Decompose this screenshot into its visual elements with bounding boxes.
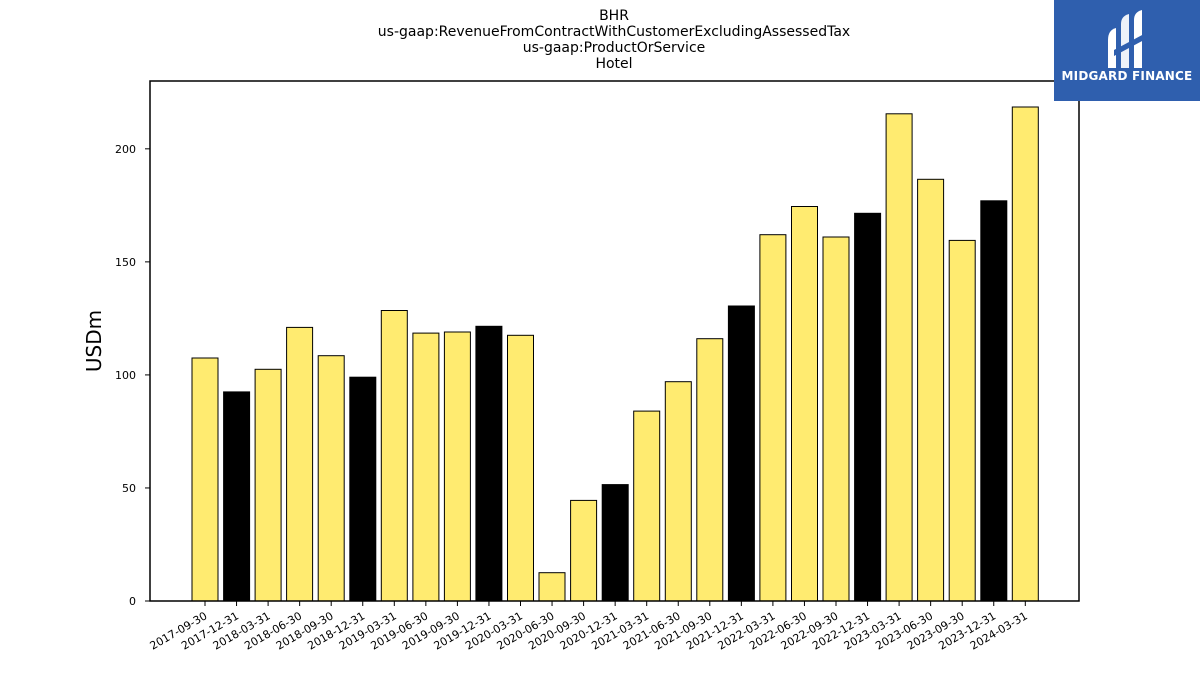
chart-title: BHR us-gaap:RevenueFromContractWithCusto… (378, 8, 850, 72)
bar-2019-03-31 (380, 310, 408, 602)
bar-2020-06-30 (538, 572, 566, 602)
x-axis: 2017-09-302017-12-312018-03-312018-06-30… (148, 601, 1030, 653)
bar-2021-09-30 (696, 338, 724, 602)
bar-2021-12-31 (727, 305, 755, 602)
bar-2020-03-31 (507, 334, 534, 602)
plot-frame (149, 80, 1080, 602)
bar-2022-03-31 (759, 234, 787, 602)
bar-2017-09-30 (191, 357, 219, 602)
bar-2022-09-30 (822, 236, 850, 602)
bar-2022-12-31 (854, 212, 882, 602)
bar-2023-03-31 (885, 113, 913, 602)
bar-2023-12-31 (980, 200, 1008, 602)
bar-2023-09-30 (948, 239, 976, 602)
y-tick-label-0: 0 (129, 595, 136, 608)
y-tick-label-200: 200 (115, 143, 136, 156)
chart-title-line-4: Hotel (595, 56, 632, 72)
bar-2021-06-30 (664, 381, 692, 602)
bar-2018-03-31 (254, 368, 282, 602)
chart-title-line-2: us-gaap:RevenueFromContractWithCustomerE… (378, 24, 850, 40)
bars-group (191, 106, 1039, 602)
bar-2020-09-30 (570, 499, 598, 602)
bar-2018-09-30 (317, 355, 345, 602)
bar-2023-06-30 (917, 178, 945, 602)
bar-2022-06-30 (791, 206, 818, 602)
bar-2018-06-30 (286, 326, 314, 602)
bar-2017-12-31 (223, 391, 251, 602)
bar-2020-12-31 (601, 484, 629, 602)
chart-title-line-1: BHR (599, 8, 629, 24)
bar-2019-06-30 (412, 332, 440, 602)
y-tick-label-50: 50 (122, 482, 136, 495)
bar-2021-03-31 (633, 410, 661, 602)
bar-2024-03-31 (1011, 106, 1039, 602)
y-axis-label: USDm (82, 310, 106, 372)
bar-2019-09-30 (443, 331, 471, 602)
logo-text: MIDGARD FINANCE (1061, 69, 1193, 83)
y-tick-label-100: 100 (115, 369, 136, 382)
y-axis: 0 50 100 150 200 (115, 143, 150, 608)
logo-mark-icon (1108, 10, 1144, 68)
bar-2019-12-31 (475, 325, 503, 602)
y-tick-label-150: 150 (115, 256, 136, 269)
midgard-finance-logo: MIDGARD FINANCE (1054, 0, 1200, 101)
chart-title-line-3: us-gaap:ProductOrService (523, 40, 706, 56)
bar-2018-12-31 (349, 376, 377, 602)
